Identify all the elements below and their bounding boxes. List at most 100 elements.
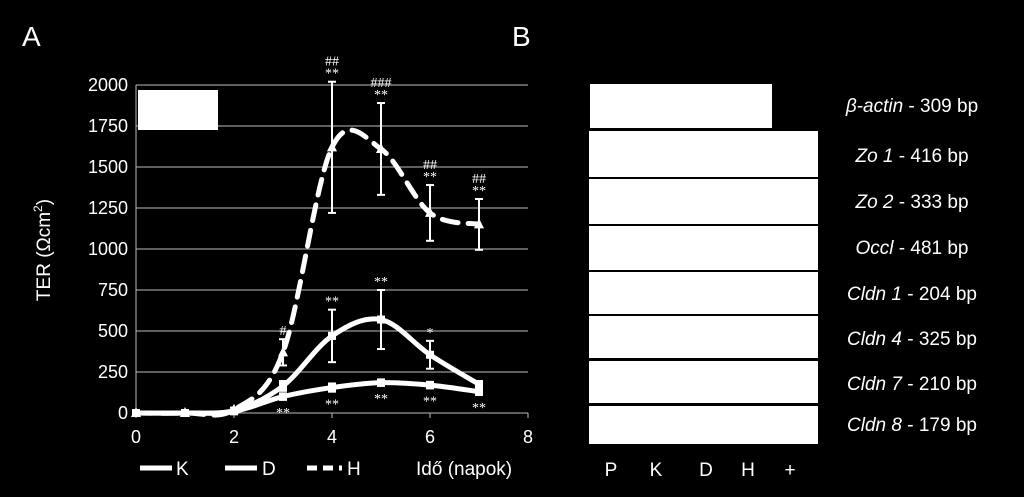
series-d-sig-above-4: ** — [325, 295, 339, 310]
legend-k-label: K — [176, 459, 189, 480]
series-h-sig-top-6: ** — [423, 170, 437, 185]
gene-name-0: β-actin — [845, 96, 903, 117]
series-d-point-6 — [426, 350, 434, 359]
gene-name-6: Cldn 7 — [847, 374, 903, 395]
legend-h-label: H — [347, 459, 361, 480]
y-tick-label-1000: 1000 — [88, 239, 128, 259]
gene-label-1: Zo 1 - 416 bp — [854, 146, 968, 167]
y-tick-label-750: 750 — [98, 280, 128, 300]
series-h-point-7 — [474, 218, 484, 229]
series-d-point-4 — [328, 331, 336, 340]
series-h-sig-top-7: ** — [472, 184, 486, 199]
series-k-sig-below-5: ** — [374, 392, 388, 407]
gel-band-zo1 — [589, 131, 818, 177]
gel-band-occl — [589, 226, 818, 270]
y-axis-title: TER (Ωcm2) — [31, 199, 55, 301]
series-k-point-6 — [426, 381, 434, 390]
series-h-point-6 — [425, 206, 435, 217]
gene-size-4: - 204 bp — [902, 284, 977, 305]
gel-band-zo2 — [589, 179, 818, 224]
gel-panel — [589, 84, 818, 444]
gene-label-4: Cldn 1 - 204 bp — [847, 284, 977, 305]
gene-label-2: Zo 2 - 333 bp — [854, 192, 968, 213]
series-h-point-3 — [278, 346, 288, 357]
y-tick-label-1750: 1750 — [88, 116, 128, 136]
gel-band-beta-actin — [590, 84, 772, 128]
y-axis-title-main: TER (Ωcm — [34, 212, 55, 301]
gene-size-7: - 179 bp — [902, 415, 977, 436]
y-tick-label-1500: 1500 — [88, 157, 128, 177]
x-tick-label-4: 4 — [327, 427, 337, 447]
gene-name-7: Cldn 8 — [847, 415, 902, 436]
y-tick-label-250: 250 — [98, 362, 128, 382]
gene-label-7: Cldn 8 - 179 bp — [847, 415, 977, 436]
x-tick-label-2: 2 — [229, 427, 239, 447]
series-k-point-4 — [328, 383, 336, 392]
series-h-point-4 — [327, 141, 337, 152]
series-h-sig-top-5: ** — [374, 88, 388, 103]
gene-name-4: Cldn 1 — [847, 284, 902, 305]
series-h-point-1 — [180, 407, 190, 417]
gene-label-0: β-actin - 309 bp — [845, 96, 978, 117]
legend: K D H Idő (napok) — [140, 459, 512, 480]
series-d-sig-above-6: * — [427, 326, 434, 341]
series-d-point-7 — [475, 380, 483, 389]
series-k-sig-below-6: ** — [423, 394, 437, 409]
panel-label-a: A — [22, 21, 41, 52]
series-h-sig-top-3: # — [280, 324, 287, 339]
series-h-sig-top-4: ** — [325, 67, 339, 82]
gene-size-0: - 309 bp — [903, 96, 978, 117]
chart-legend-box — [138, 90, 218, 130]
gene-label-6: Cldn 7 - 210 bp — [847, 374, 977, 395]
y-tick-label-500: 500 — [98, 321, 128, 341]
y-axis-title-close: ) — [34, 199, 55, 205]
series-h-point-0 — [131, 407, 141, 417]
lane-label-2: D — [699, 460, 713, 481]
gel-band-cldn1 — [589, 272, 818, 314]
series-d-sig-above-5: ** — [374, 275, 388, 290]
gene-size-6: - 210 bp — [902, 374, 977, 395]
x-tick-label-6: 6 — [425, 427, 435, 447]
series-h-point-2 — [229, 403, 239, 414]
gene-name-2: Zo 2 — [854, 192, 893, 213]
series-h-sig-top2-4: ## — [325, 55, 339, 70]
lane-label-0: P — [605, 460, 618, 481]
series-h-line — [133, 127, 482, 418]
series-h-sig-top2-5: ### — [371, 76, 392, 91]
y-tick-label-0: 0 — [118, 403, 128, 423]
lane-label-4: + — [784, 460, 795, 481]
series-k-point-3 — [279, 392, 287, 401]
legend-d-label: D — [262, 459, 276, 480]
series-k-sig-below-3: ** — [276, 406, 290, 421]
series-h-point-5 — [376, 142, 386, 153]
y-tick-label-2000: 2000 — [88, 75, 128, 95]
panel-label-b: B — [512, 21, 531, 52]
gel-band-cldn8 — [589, 406, 818, 444]
series-d-point-3 — [279, 381, 287, 390]
gene-name-5: Cldn 4 — [847, 329, 902, 350]
gene-name-1: Zo 1 — [854, 146, 893, 167]
gene-size-3: - 481 bp — [894, 238, 969, 259]
gene-label-3: Occl - 481 bp — [856, 238, 969, 259]
gel-band-cldn7 — [589, 361, 818, 403]
x-tick-label-8: 8 — [523, 427, 533, 447]
gene-label-5: Cldn 4 - 325 bp — [847, 329, 977, 350]
series-d-point-5 — [377, 315, 385, 324]
gel-band-cldn4 — [589, 316, 818, 358]
series-h-sig-top2-6: ## — [423, 158, 437, 173]
gene-size-1: - 416 bp — [894, 146, 969, 167]
gene-name-3: Occl — [856, 238, 895, 259]
y-tick-label-1250: 1250 — [88, 198, 128, 218]
x-axis-title: Idő (napok) — [416, 459, 512, 480]
lane-label-1: K — [650, 460, 663, 481]
series-k-sig-below-4: ** — [325, 398, 339, 413]
gene-size-2: - 333 bp — [894, 192, 969, 213]
series-k-point-7 — [475, 387, 483, 396]
series-k-sig-below-7: ** — [472, 401, 486, 416]
x-tick-label-0: 0 — [131, 427, 141, 447]
y-axis-title-sup: 2 — [31, 205, 45, 212]
gene-size-5: - 325 bp — [902, 329, 977, 350]
gel-lane-labels: P K D H + — [605, 460, 796, 481]
